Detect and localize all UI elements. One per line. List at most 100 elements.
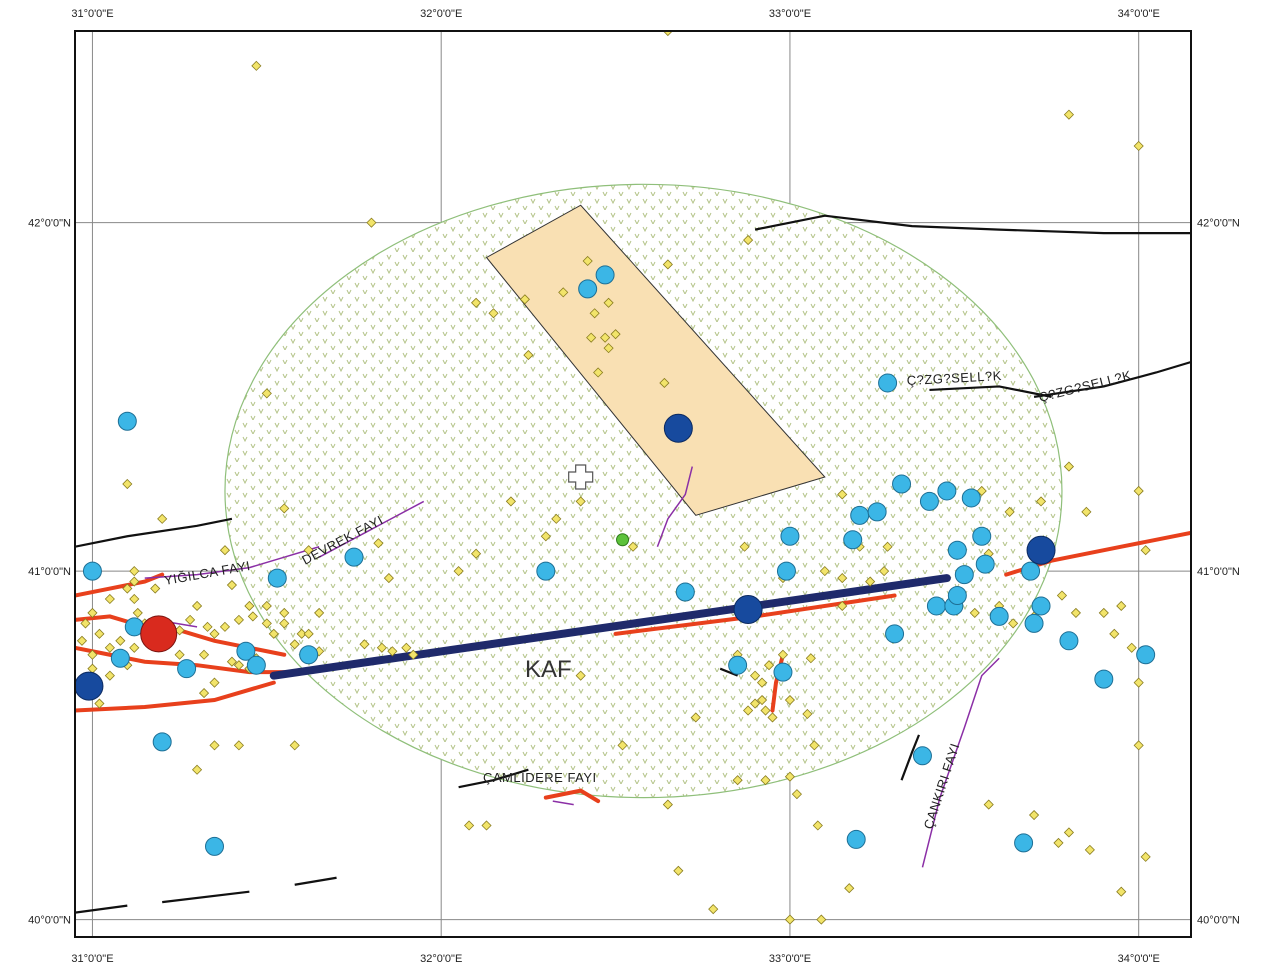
small-earthquake-marker: [784, 694, 796, 706]
small-earthquake-marker: [470, 548, 482, 559]
medium-earthquake-marker: [926, 596, 946, 616]
medium-earthquake-marker: [975, 554, 995, 574]
lineament-line: [929, 385, 1052, 398]
small-earthquake-marker: [383, 573, 394, 584]
medium-earthquake-marker: [344, 547, 364, 567]
small-earthquake-marker: [1140, 851, 1151, 862]
small-earthquake-marker: [251, 60, 262, 71]
small-earthquake-marker: [1133, 677, 1144, 688]
small-earthquake-marker: [261, 388, 272, 399]
small-earthquake-marker: [1070, 607, 1081, 618]
small-earthquake-marker: [586, 332, 597, 343]
small-earthquake-marker: [760, 775, 771, 786]
medium-earthquake-marker: [912, 746, 932, 766]
small-earthquake-marker: [523, 350, 534, 361]
largest-earthquake-marker: [140, 615, 178, 653]
small-earthquake-marker: [289, 740, 300, 751]
active-fault-line: [543, 788, 601, 804]
small-earthquake-marker: [1133, 740, 1144, 751]
small-earthquake-marker: [812, 820, 823, 831]
medium-earthquake-marker: [867, 502, 887, 522]
small-earthquake-marker: [279, 503, 290, 514]
small-earthquake-marker: [844, 883, 855, 894]
lineaments-layer: [75, 214, 1191, 914]
small-earthquake-marker: [244, 600, 255, 612]
small-earthquake-marker: [268, 628, 279, 639]
small-earthquake-marker: [261, 600, 272, 612]
small-earthquake-marker: [289, 639, 300, 650]
lon-tick-label-top: 33°0'0"E: [769, 8, 811, 20]
small-earthquake-marker: [756, 694, 768, 706]
study-area-rectangle: [485, 204, 826, 516]
fault-line: [656, 466, 694, 547]
cizgisellik-label-1: Ç?ZG?SELL?K: [906, 368, 1002, 388]
lineament-line: [75, 904, 128, 914]
small-earthquake-marker: [519, 294, 530, 305]
small-earthquake-marker: [247, 611, 258, 622]
medium-earthquake-marker: [82, 561, 102, 581]
small-earthquake-marker: [94, 698, 105, 709]
kaf-line: [269, 574, 951, 680]
small-earthquake-marker: [575, 496, 586, 507]
small-earthquake-marker: [157, 513, 168, 524]
small-earthquake-marker: [662, 31, 673, 37]
medium-earthquake-marker: [937, 481, 957, 501]
small-earthquake-marker: [784, 771, 796, 782]
lon-tick-label-bottom: 34°0'0"E: [1118, 953, 1160, 965]
lon-tick-label-bottom: 31°0'0"E: [71, 953, 113, 965]
small-earthquake-marker: [1081, 506, 1092, 517]
small-earthquake-marker: [662, 799, 673, 810]
small-earthquake-marker: [791, 789, 802, 800]
small-earthquake-marker: [408, 649, 419, 660]
large-earthquakes-layer: [75, 413, 1056, 701]
medium-earthquake-marker: [205, 836, 224, 856]
lineament-line: [900, 734, 920, 781]
small-earthquake-marker: [226, 656, 238, 667]
medium-earthquake-marker: [989, 606, 1009, 626]
medium-earthquake-marker: [675, 582, 695, 602]
medium-earthquake-marker: [780, 526, 800, 546]
small-earthquake-marker: [739, 541, 750, 552]
small-earthquake-marker: [767, 712, 778, 723]
small-earthquake-marker: [1098, 607, 1109, 618]
fault-line: [144, 546, 320, 579]
medium-earthquake-marker: [1031, 596, 1051, 616]
medium-earthquake-marker: [919, 491, 939, 511]
kaf-fault-line: [269, 574, 951, 680]
large-earthquake-marker: [663, 413, 693, 443]
medium-earthquake-marker: [961, 488, 981, 508]
small-earthquake-marker: [129, 593, 140, 605]
medium-earthquake-marker: [947, 586, 967, 606]
medium-earthquake-marker: [1014, 833, 1034, 853]
buffer-zone: [224, 183, 1063, 799]
coordinate-labels: 31°0'0"E 31°0'0"E 32°0'0"E 32°0'0"E 33°0'0"E…: [28, 8, 1240, 965]
small-earthquake-marker: [1116, 600, 1127, 612]
small-earthquake-marker: [777, 649, 789, 660]
small-earthquake-marker: [837, 573, 848, 584]
small-earthquake-marker: [749, 670, 761, 681]
lon-tick-label-top: 31°0'0"E: [71, 8, 113, 20]
small-earthquake-marker: [94, 628, 105, 639]
markers-layer: [568, 464, 630, 547]
medium-earthquake-marker: [267, 568, 287, 588]
small-earthquake-marker: [76, 635, 88, 646]
small-earthquake-marker: [373, 538, 384, 549]
medium-earthquake-marker: [954, 565, 974, 585]
lineament-line: [294, 876, 337, 886]
medium-earthquake-marker: [578, 279, 598, 299]
small-earthquake-marker: [314, 607, 325, 618]
fault-line: [552, 800, 574, 806]
small-earthquake-marker: [603, 343, 614, 354]
small-earthquake-marker: [1116, 886, 1127, 897]
small-earthquake-marker: [488, 308, 499, 319]
green-point-marker: [616, 533, 630, 547]
lon-tick-label-top: 32°0'0"E: [420, 8, 462, 20]
small-earthquake-marker: [233, 740, 244, 751]
medium-earthquake-marker: [1136, 645, 1156, 665]
small-earthquake-marker: [610, 329, 621, 340]
small-earthquake-marker: [1126, 642, 1137, 653]
large-earthquake-marker: [75, 671, 104, 701]
medium-earthquake-marker: [152, 732, 172, 752]
study-rectangle: [485, 204, 826, 516]
small-earthquake-marker: [174, 649, 185, 660]
